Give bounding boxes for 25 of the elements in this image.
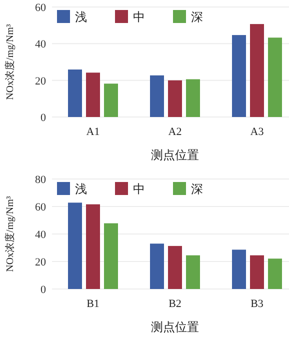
x-axis-title: 测点位置	[151, 148, 199, 162]
y-tick-label: 20	[35, 75, 46, 88]
legend-label: 深	[191, 10, 203, 24]
x-tick-label: A1	[86, 126, 100, 138]
x-tick-label: B1	[86, 298, 100, 310]
legend-label: 浅	[75, 182, 87, 196]
y-tick-label: 40	[35, 229, 46, 241]
x-tick-label: A2	[168, 126, 182, 138]
x-axis-title: 测点位置	[151, 320, 199, 334]
legend-label: 深	[191, 182, 203, 196]
y-tick-label: 60	[35, 2, 46, 14]
y-tick-label: 0	[40, 112, 46, 124]
legend-label: 中	[133, 10, 145, 24]
y-tick-label: 20	[35, 256, 46, 268]
y-axis-title: NOx浓度/mg/Nm³	[4, 24, 16, 100]
y-tick-label: 0	[40, 284, 46, 296]
x-tick-label: A3	[250, 126, 264, 138]
y-tick-label: 60	[35, 202, 46, 214]
x-tick-label: B2	[168, 298, 182, 310]
y-axis-title: NOx浓度/mg/Nm³	[4, 196, 16, 272]
y-tick-label: 40	[35, 38, 46, 51]
y-tick-label: 80	[35, 174, 46, 186]
legend-label: 浅	[75, 10, 87, 24]
legend-label: 中	[133, 182, 145, 196]
x-tick-label: B3	[250, 298, 264, 310]
